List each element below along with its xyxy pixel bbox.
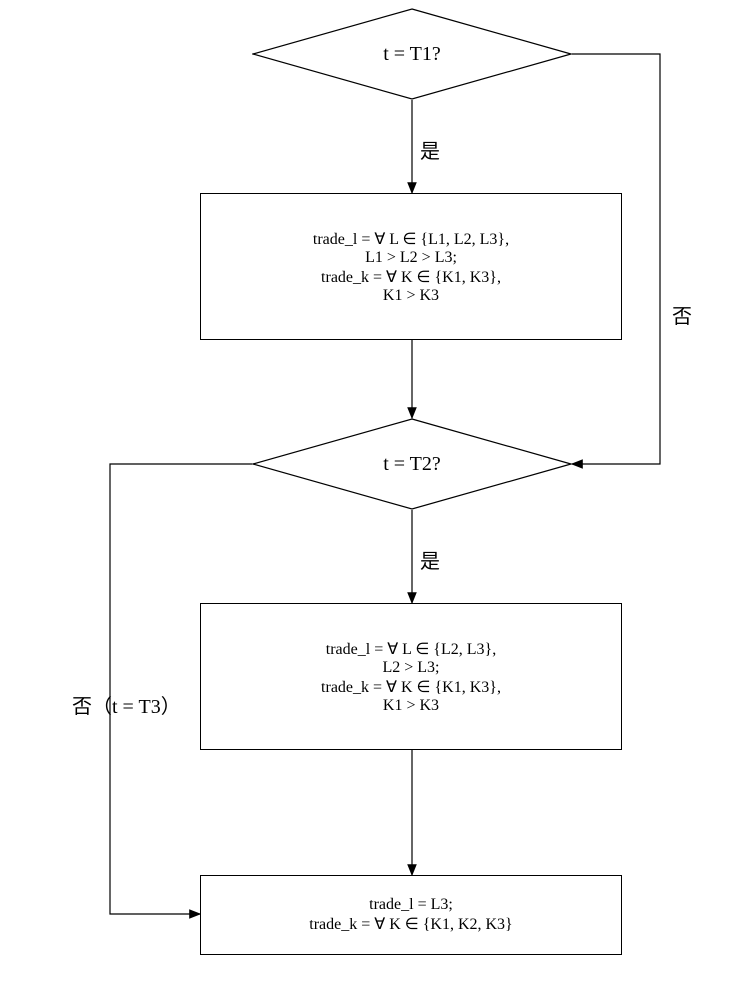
- process-line: trade_l = L3;: [369, 896, 453, 914]
- edge-label-yes-1: 是: [420, 135, 440, 164]
- process-line: trade_k = ∀ K ∈ {K1, K2, K3}: [309, 914, 512, 934]
- process-line: trade_l = ∀ L ∈ {L2, L3},: [326, 639, 496, 659]
- decision-label: t = T1?: [252, 8, 572, 100]
- process-trade-t1: trade_l = ∀ L ∈ {L1, L2, L3}, L1 > L2 > …: [200, 193, 622, 340]
- decision-t-equals-t2: t = T2?: [252, 418, 572, 510]
- edge-label-no-t3: 否（t = T3）: [72, 690, 181, 719]
- process-line: trade_k = ∀ K ∈ {K1, K3},: [321, 267, 501, 287]
- process-trade-t3: trade_l = L3; trade_k = ∀ K ∈ {K1, K2, K…: [200, 875, 622, 955]
- edge-label-no-1: 否: [672, 300, 692, 329]
- process-line: L2 > L3;: [382, 659, 439, 677]
- decision-t-equals-t1: t = T1?: [252, 8, 572, 100]
- edge-label-yes-2: 是: [420, 545, 440, 574]
- process-line: K1 > K3: [383, 287, 439, 305]
- process-line: trade_k = ∀ K ∈ {K1, K3},: [321, 677, 501, 697]
- process-line: trade_l = ∀ L ∈ {L1, L2, L3},: [313, 229, 509, 249]
- process-line: L1 > L2 > L3;: [365, 249, 457, 267]
- decision-label: t = T2?: [252, 418, 572, 510]
- process-line: K1 > K3: [383, 697, 439, 715]
- process-trade-t2: trade_l = ∀ L ∈ {L2, L3}, L2 > L3; trade…: [200, 603, 622, 750]
